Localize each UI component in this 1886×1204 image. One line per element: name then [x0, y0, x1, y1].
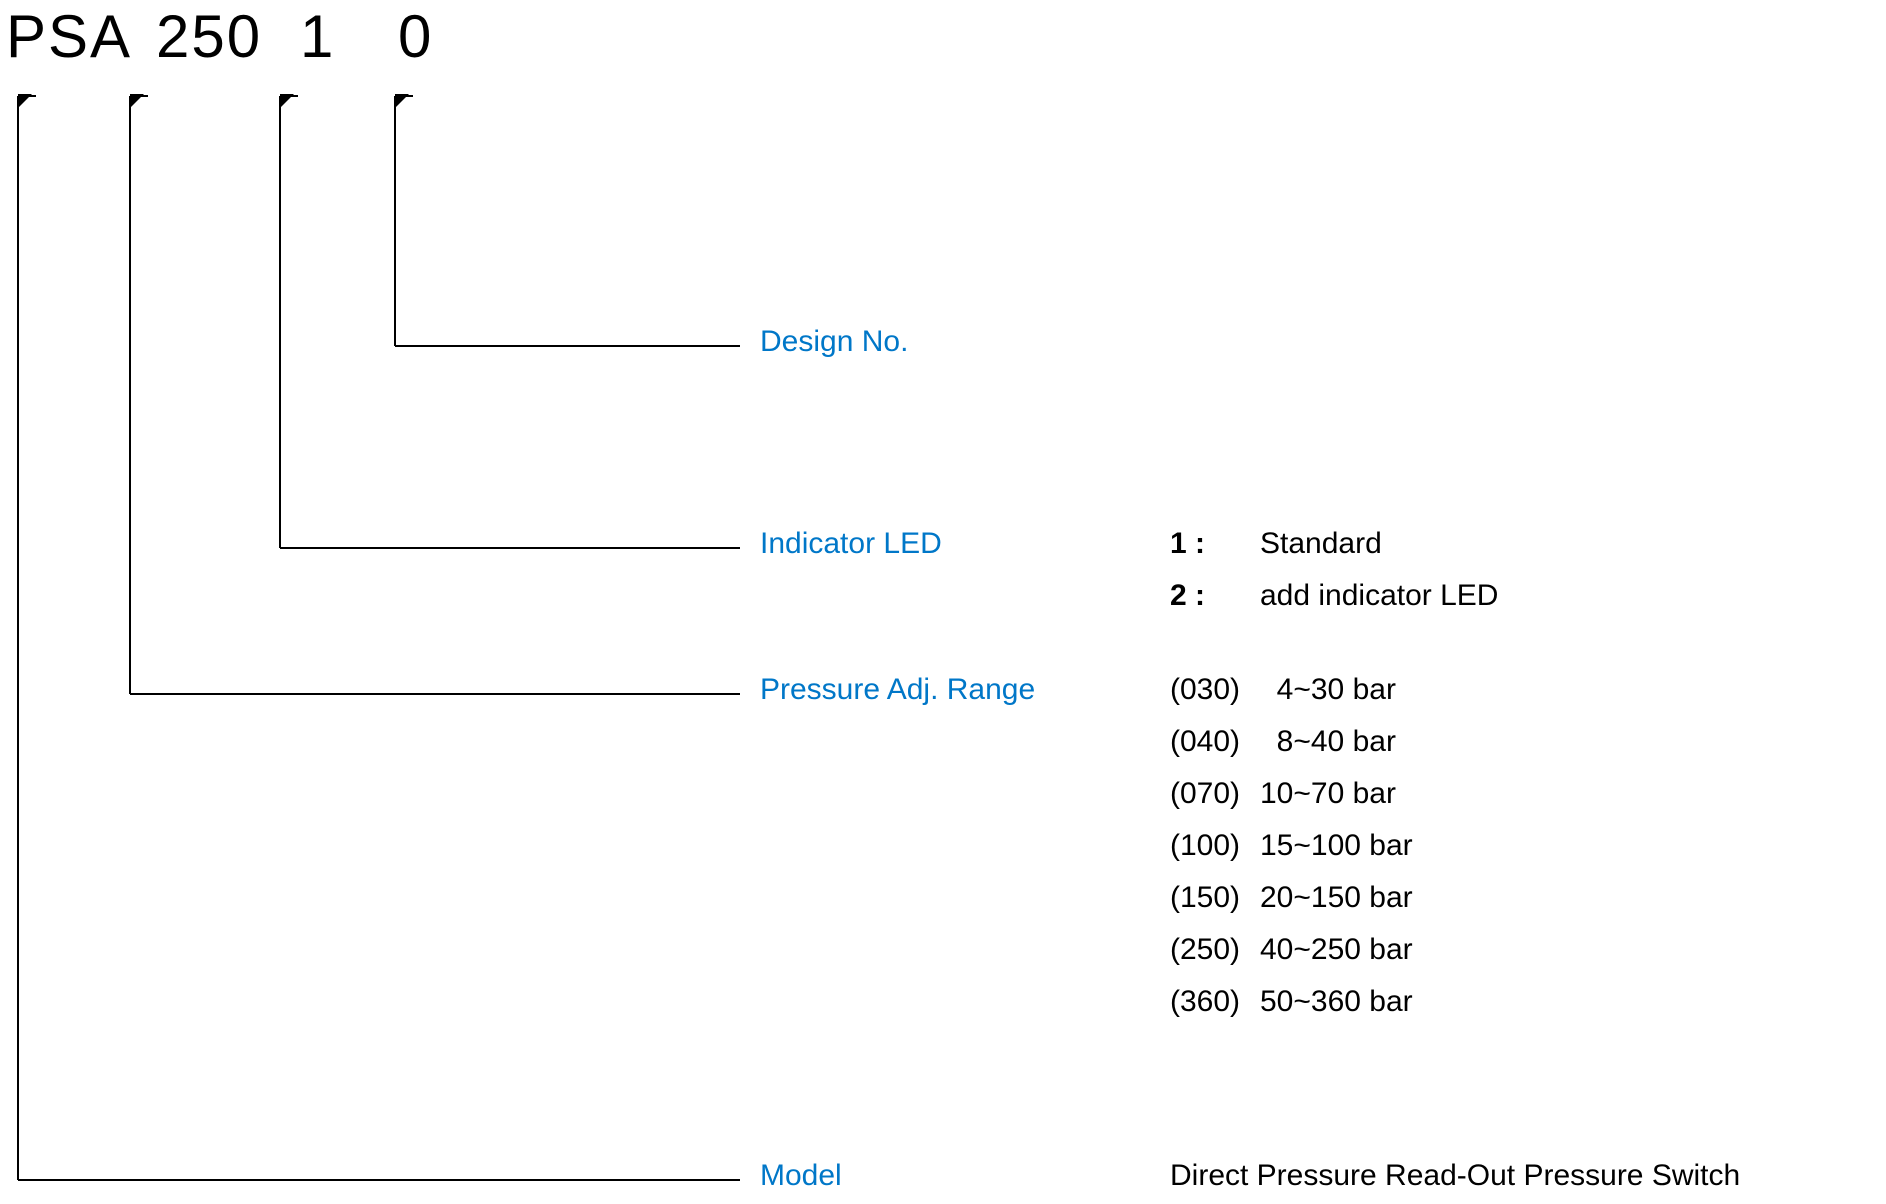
detail-value-2-2: 10~70 bar	[1260, 777, 1396, 811]
detail-value-2-5: 40~250 bar	[1260, 933, 1413, 967]
detail-key-2-2: (070)	[1170, 777, 1240, 811]
detail-value-1-0: Standard	[1260, 527, 1382, 561]
detail-key-2-4: (150)	[1170, 881, 1240, 915]
part-number-diagram: PSA 250 10 Design No. Indicator LED 1 : Standa…	[0, 0, 1886, 1204]
detail-key-2-3: (100)	[1170, 829, 1240, 863]
row-label-3: Model	[760, 1159, 842, 1193]
detail-key-1-1: 2 :	[1170, 579, 1205, 613]
code-segment-1: 250	[156, 2, 262, 71]
detail-value-2-6: 50~360 bar	[1260, 985, 1413, 1019]
code-segment-0: PSA	[6, 2, 132, 71]
detail-key-2-1: (040)	[1170, 725, 1240, 759]
detail-key-2-6: (360)	[1170, 985, 1240, 1019]
row-label-0: Design No.	[760, 325, 908, 359]
row-label-2: Pressure Adj. Range	[760, 673, 1035, 707]
detail-value-2-4: 20~150 bar	[1260, 881, 1413, 915]
code-segment-3: 0	[398, 2, 433, 71]
detail-value-2-0: 4~30 bar	[1260, 673, 1396, 707]
code-segment-2: 1	[300, 2, 335, 71]
detail-key-2-5: (250)	[1170, 933, 1240, 967]
detail-value-3-0: Direct Pressure Read-Out Pressure Switch	[1170, 1159, 1740, 1193]
detail-key-1-0: 1 :	[1170, 527, 1205, 561]
detail-value-2-1: 8~40 bar	[1260, 725, 1396, 759]
connector-lines	[0, 0, 1886, 1204]
row-label-1: Indicator LED	[760, 527, 942, 561]
detail-key-2-0: (030)	[1170, 673, 1240, 707]
detail-value-2-3: 15~100 bar	[1260, 829, 1413, 863]
detail-value-1-1: add indicator LED	[1260, 579, 1498, 613]
